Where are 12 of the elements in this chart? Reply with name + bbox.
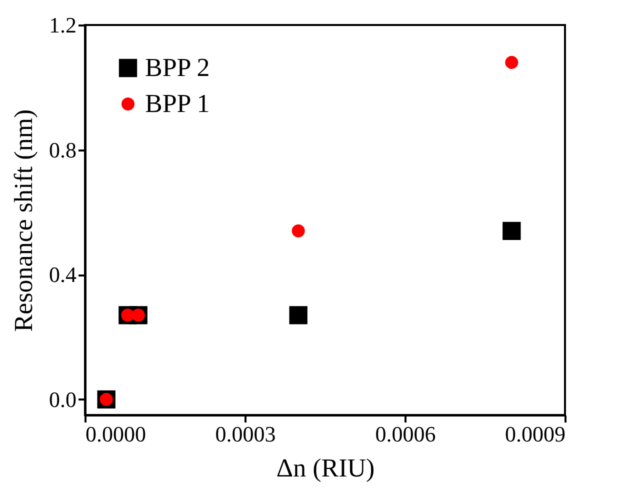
legend-label: BPP 1 [145, 89, 210, 118]
x-tick-label: 0.0009 [505, 422, 566, 446]
y-tick-label: 1.2 [49, 12, 76, 38]
y-tick-label: 0.0 [49, 386, 76, 412]
y-tick-label: 0.8 [49, 137, 76, 162]
y-tick-label: 0.4 [49, 262, 76, 288]
x-axis-title: Δn (RIU) [276, 454, 375, 482]
x-tick-label: 0.0003 [215, 422, 276, 446]
x-tick-label: 0.0000 [86, 422, 146, 446]
x-tick-label: 0.0006 [375, 422, 436, 446]
legend-label: BPP 2 [145, 53, 210, 82]
y-axis-title: Resonance shift (nm) [9, 109, 38, 332]
